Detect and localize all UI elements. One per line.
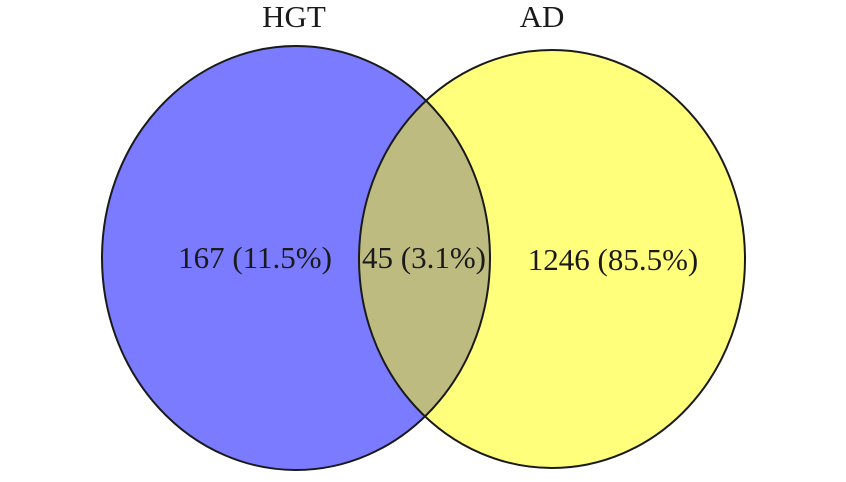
overlap-region (359, 50, 490, 468)
hgt-set-outline (101, 45, 491, 471)
overlap-region-label: 45 (3.1%) (362, 240, 486, 275)
hgt-set-title: HGT (262, 0, 326, 34)
hgt-only-region-label: 167 (11.5%) (178, 240, 332, 275)
ad-set-title: AD (520, 0, 565, 34)
ad-only-region-label: 1246 (85.5%) (528, 242, 698, 277)
ad-set-outline (358, 49, 746, 469)
